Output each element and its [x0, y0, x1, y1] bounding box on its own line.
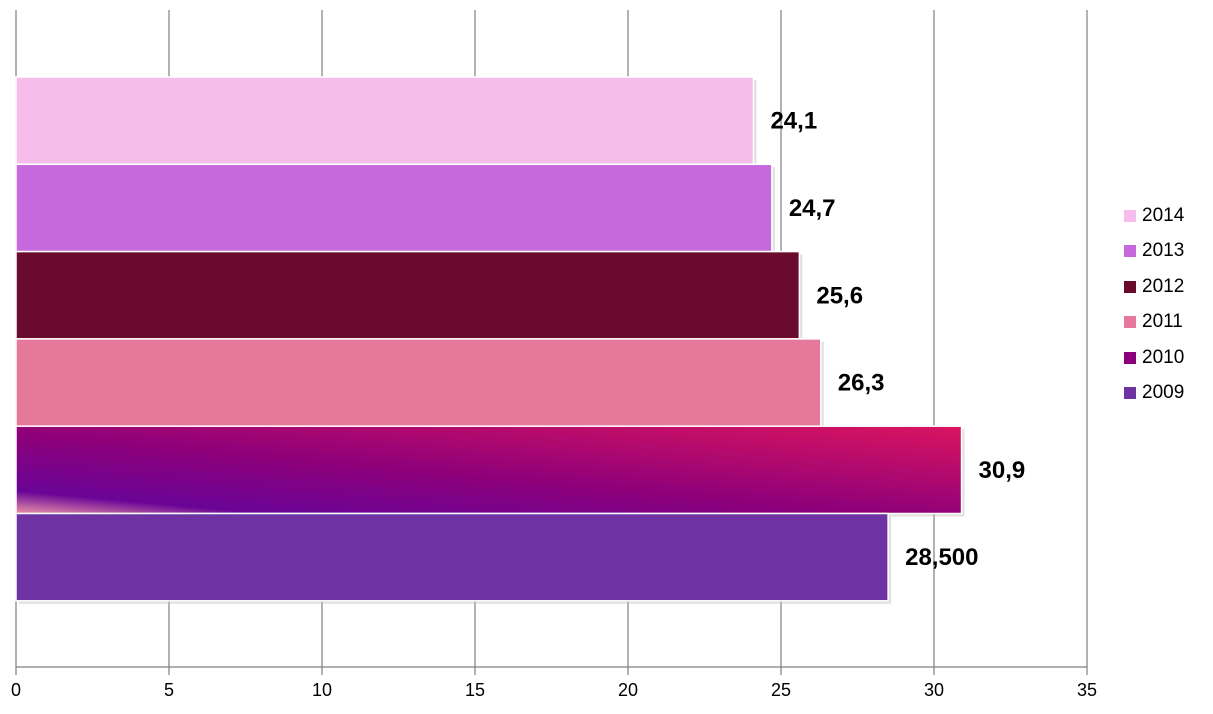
data-label-2012: 25,6 [816, 282, 863, 309]
x-tick-label: 0 [11, 680, 21, 700]
legend-swatch [1124, 245, 1136, 258]
legend-item-2014: 2014 [1124, 198, 1184, 234]
legend-label: 2010 [1142, 346, 1185, 368]
data-label-2013: 24,7 [789, 195, 836, 222]
legend-label: 2013 [1142, 240, 1185, 262]
legend-swatch [1124, 209, 1136, 222]
legend-swatch [1124, 280, 1136, 293]
data-label-2014: 24,1 [770, 108, 817, 135]
legend-item-2010: 2010 [1124, 340, 1184, 376]
legend-item-2012: 2012 [1124, 269, 1184, 305]
x-axis: 0 5 10 15 20 25 30 35 [11, 666, 1097, 700]
legend-label: 2012 [1142, 275, 1185, 297]
data-label-2010: 30,9 [979, 457, 1026, 484]
legend: 2014 2013 2012 2011 2010 2009 [1124, 198, 1184, 411]
bar-2014 [15, 76, 755, 166]
legend-swatch [1124, 351, 1136, 364]
legend-item-2011: 2011 [1124, 305, 1184, 341]
bar-2012 [15, 250, 801, 340]
bar-2009 [15, 512, 889, 602]
x-tick-label: 5 [164, 680, 174, 700]
legend-swatch [1124, 316, 1136, 329]
x-tick-label: 10 [312, 680, 332, 700]
x-tick-label: 35 [1077, 680, 1097, 700]
legend-label: 2009 [1142, 382, 1185, 404]
bar-2010 [15, 425, 963, 515]
bar-2013 [15, 163, 773, 253]
legend-label: 2014 [1142, 204, 1185, 226]
data-labels: 24,1 24,7 25,6 26,3 30,9 28,500 [770, 108, 1025, 572]
legend-label: 2011 [1142, 311, 1183, 333]
data-label-2009: 28,500 [905, 544, 978, 571]
x-tick-label: 20 [618, 680, 638, 700]
x-tick-label: 15 [465, 680, 485, 700]
data-label-2011: 26,3 [838, 370, 885, 397]
legend-item-2013: 2013 [1124, 234, 1184, 270]
x-tick-label: 25 [771, 680, 791, 700]
bars [15, 76, 965, 604]
legend-item-2009: 2009 [1124, 376, 1184, 412]
x-tick-label: 30 [924, 680, 944, 700]
legend-swatch [1124, 387, 1136, 400]
bar-2011 [15, 338, 822, 427]
